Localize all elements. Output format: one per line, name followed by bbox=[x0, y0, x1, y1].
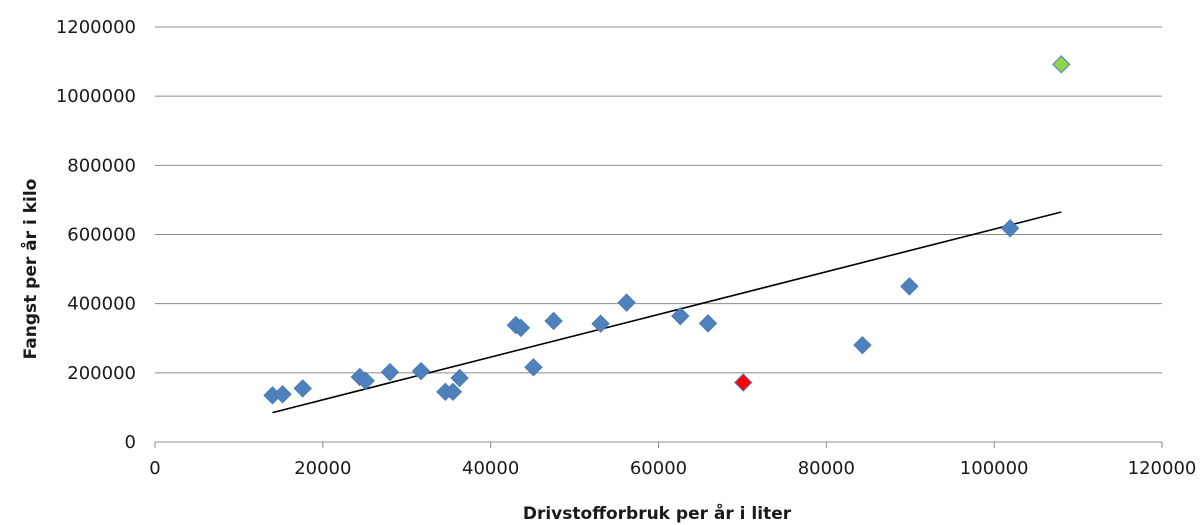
gridlines bbox=[155, 26, 1162, 374]
data-point bbox=[1000, 219, 1020, 238]
y-tick-label: 600000 bbox=[67, 225, 136, 246]
trendline bbox=[272, 211, 1062, 414]
x-tick-label: 0 bbox=[149, 458, 160, 479]
y-tick-label: 1200000 bbox=[56, 17, 136, 38]
data-point bbox=[380, 362, 400, 382]
data-point bbox=[671, 306, 690, 326]
data-point bbox=[450, 368, 469, 388]
y-tick-label: 0 bbox=[125, 432, 136, 453]
data-point bbox=[411, 361, 431, 381]
trendline-group bbox=[272, 211, 1062, 414]
data-point bbox=[273, 385, 292, 404]
axes bbox=[154, 441, 1163, 448]
y-tick-label: 200000 bbox=[67, 363, 136, 384]
y-axis-tick-labels: 0 200000 400000 600000 800000 1000000 1200000 bbox=[56, 17, 136, 453]
data-point-highlight-low bbox=[734, 373, 753, 392]
data-point bbox=[853, 335, 872, 355]
data-point bbox=[511, 318, 531, 338]
x-tick-label: 60000 bbox=[630, 458, 687, 479]
data-point-highlight-high bbox=[1052, 55, 1071, 74]
data-point bbox=[293, 379, 312, 398]
x-tick-label: 20000 bbox=[294, 458, 351, 479]
data-point bbox=[524, 358, 543, 377]
data-point bbox=[698, 314, 718, 333]
x-axis-tick-labels: 0 20000 40000 60000 80000 100000 120000 bbox=[149, 458, 1196, 479]
x-axis-title: Drivstofforbruk per år i liter bbox=[523, 502, 792, 524]
data-points bbox=[263, 55, 1071, 405]
y-tick-label: 400000 bbox=[67, 294, 136, 315]
x-tick-label: 120000 bbox=[1128, 458, 1197, 479]
x-tick-label: 100000 bbox=[960, 458, 1029, 479]
y-tick-label: 800000 bbox=[67, 155, 136, 176]
y-axis-title: Fangst per år i kilo bbox=[19, 179, 41, 360]
data-point bbox=[443, 382, 463, 402]
data-point bbox=[356, 371, 375, 390]
x-tick-label: 80000 bbox=[798, 458, 855, 479]
y-tick-label: 1000000 bbox=[56, 86, 136, 107]
data-point bbox=[900, 277, 919, 296]
data-point bbox=[544, 311, 563, 331]
data-point bbox=[591, 314, 610, 333]
data-point bbox=[617, 293, 636, 312]
x-tick-label: 40000 bbox=[462, 458, 519, 479]
